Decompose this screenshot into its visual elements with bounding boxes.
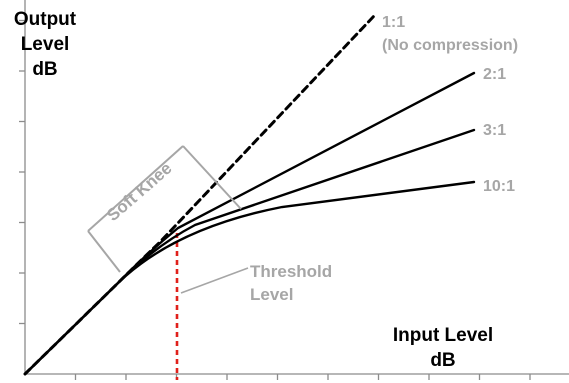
transfer-curves bbox=[23, 14, 476, 376]
ratio-label-10-to-1: 10:1 bbox=[483, 178, 515, 195]
soft-knee-bracket-start bbox=[87, 230, 121, 273]
curve-10-to-1 bbox=[23, 180, 476, 376]
threshold-leader-line bbox=[180, 267, 249, 294]
ratio-label-3-to-1: 3:1 bbox=[483, 122, 506, 139]
y-axis-label-line-1: Output bbox=[14, 9, 77, 30]
y-axis-label-line-3: dB bbox=[32, 59, 57, 80]
y-axis-label-line-2: Level bbox=[21, 34, 70, 55]
y-axis-ticks bbox=[19, 19, 25, 325]
x-axis-label-line-2: dB bbox=[430, 350, 455, 371]
ratio-label-2-to-1: 2:1 bbox=[483, 66, 506, 83]
no-compression-label: (No compression) bbox=[382, 37, 518, 54]
soft-knee-bracket bbox=[87, 145, 242, 273]
soft-knee-bracket-bar bbox=[87, 145, 184, 232]
axes bbox=[24, 0, 569, 375]
threshold-label-line-2: Level bbox=[250, 285, 293, 304]
curve-1-to-1 bbox=[23, 14, 376, 376]
x-axis-label-line-1: Input Level bbox=[393, 325, 493, 346]
soft-knee-bracket-end bbox=[182, 145, 242, 210]
ratio-label-1-to-1: 1:1 bbox=[382, 14, 405, 31]
soft-knee-label: Soft Knee bbox=[103, 159, 175, 225]
threshold-label-line-1: Threshold bbox=[250, 262, 332, 281]
x-axis-ticks bbox=[74, 374, 531, 380]
